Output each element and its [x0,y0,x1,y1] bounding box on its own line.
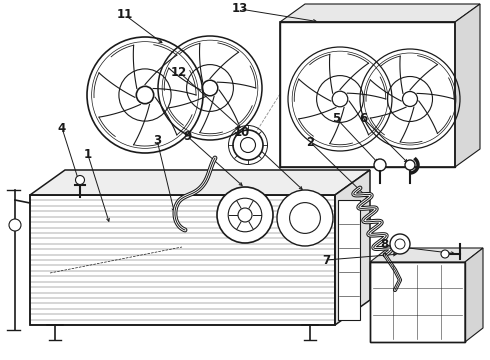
Polygon shape [280,22,455,167]
Circle shape [374,159,386,171]
Polygon shape [335,170,370,325]
Polygon shape [280,4,480,22]
Text: 9: 9 [183,130,191,143]
Polygon shape [370,262,465,342]
Text: 10: 10 [234,126,250,139]
Text: 12: 12 [171,66,187,78]
Text: 5: 5 [332,112,340,125]
Circle shape [441,250,449,258]
Text: 6: 6 [359,112,367,125]
Polygon shape [455,4,480,167]
Circle shape [233,130,263,160]
Circle shape [75,175,84,184]
Circle shape [405,160,415,170]
Text: 1: 1 [84,148,92,162]
Text: 3: 3 [153,134,161,147]
Text: 8: 8 [380,238,388,252]
Circle shape [277,190,333,246]
Text: 4: 4 [58,122,66,135]
Text: 13: 13 [232,3,248,15]
Text: 11: 11 [117,9,133,22]
Circle shape [390,234,410,254]
Polygon shape [30,170,370,195]
Polygon shape [465,248,483,342]
Circle shape [9,219,21,231]
Circle shape [217,187,273,243]
Text: 7: 7 [322,253,330,266]
Polygon shape [338,200,360,320]
Polygon shape [30,195,335,325]
Polygon shape [370,248,483,262]
Text: 2: 2 [306,135,314,148]
